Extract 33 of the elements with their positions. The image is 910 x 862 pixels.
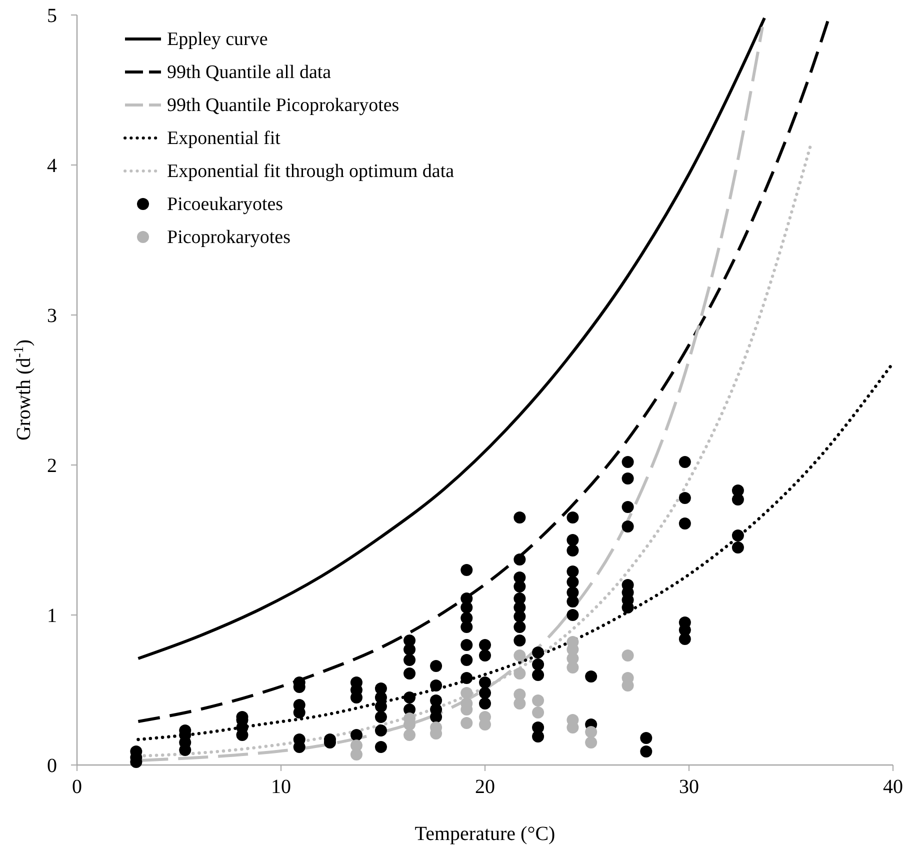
point bbox=[566, 662, 579, 674]
point bbox=[514, 650, 526, 662]
x-tick-label: 20 bbox=[475, 776, 495, 798]
legend-label: Exponential fit through optimum data bbox=[167, 161, 455, 182]
legend-label: Picoeukaryotes bbox=[167, 194, 284, 215]
x-axis-title: Temperature (°C) bbox=[414, 823, 556, 845]
legend-label: Eppley curve bbox=[167, 29, 268, 50]
line-series bbox=[136, 16, 766, 660]
point bbox=[622, 650, 634, 662]
point bbox=[532, 706, 544, 718]
y-tick-label: 0 bbox=[47, 755, 57, 777]
point bbox=[460, 687, 473, 699]
point bbox=[404, 729, 416, 741]
y-tick-label: 5 bbox=[47, 5, 57, 27]
point bbox=[350, 748, 362, 760]
x-tick-label: 40 bbox=[883, 776, 903, 798]
y-tick-label: 4 bbox=[47, 155, 57, 177]
legend-label: Exponential fit bbox=[167, 128, 282, 149]
x-tick-label: 0 bbox=[72, 776, 82, 798]
y-tick-label: 3 bbox=[47, 305, 57, 327]
point bbox=[532, 694, 544, 706]
point bbox=[585, 736, 598, 748]
y-tick-label: 1 bbox=[47, 605, 57, 627]
y-tick-label: 2 bbox=[47, 455, 57, 477]
legend-label: Picoprokaryotes bbox=[167, 227, 290, 248]
legend-label: 99th Quantile all data bbox=[167, 62, 332, 83]
x-tick-label: 30 bbox=[679, 776, 699, 798]
legend-label: 99th Quantile Picoprokaryotes bbox=[167, 95, 400, 116]
point bbox=[514, 668, 526, 680]
point bbox=[460, 717, 473, 729]
point bbox=[585, 726, 598, 738]
point bbox=[514, 698, 526, 710]
x-tick-label: 10 bbox=[271, 776, 291, 798]
